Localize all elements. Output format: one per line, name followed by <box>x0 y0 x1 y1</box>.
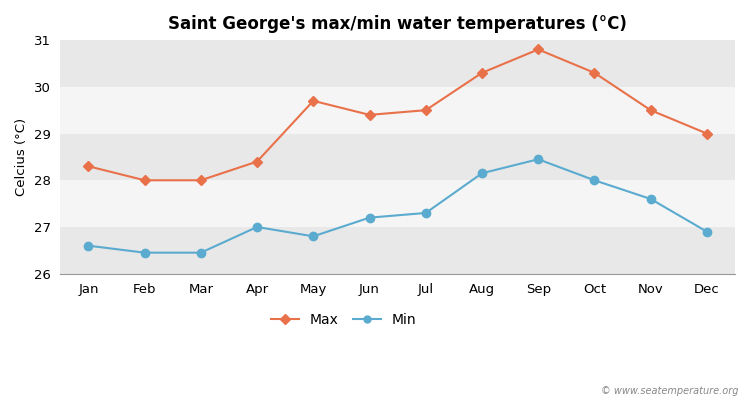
Legend: Max, Min: Max, Min <box>266 307 422 332</box>
Bar <box>60 180 735 227</box>
Bar <box>60 134 735 180</box>
Y-axis label: Celcius (°C): Celcius (°C) <box>15 118 28 196</box>
Title: Saint George's max/min water temperatures (°C): Saint George's max/min water temperature… <box>168 15 627 33</box>
Bar <box>60 87 735 134</box>
Bar <box>60 227 735 274</box>
Bar <box>60 40 735 87</box>
Text: © www.seatemperature.org: © www.seatemperature.org <box>602 386 739 396</box>
